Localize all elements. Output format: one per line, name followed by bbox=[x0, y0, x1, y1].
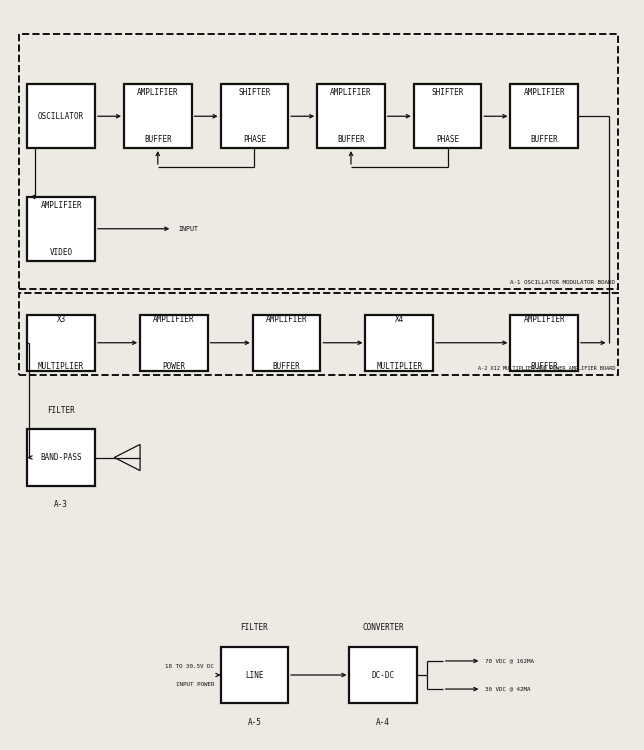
Bar bbox=[413, 85, 481, 148]
Bar bbox=[27, 429, 95, 486]
Bar bbox=[27, 85, 95, 148]
Text: BUFFER: BUFFER bbox=[530, 136, 558, 145]
Bar bbox=[510, 315, 578, 370]
Bar bbox=[317, 85, 385, 148]
Bar bbox=[220, 85, 288, 148]
Text: AMPLIFIER: AMPLIFIER bbox=[153, 314, 194, 323]
Text: CONVERTER: CONVERTER bbox=[363, 623, 404, 632]
Text: BUFFER: BUFFER bbox=[530, 362, 558, 371]
Text: MULTIPLIER: MULTIPLIER bbox=[38, 362, 84, 371]
Text: BAND-PASS: BAND-PASS bbox=[41, 453, 82, 462]
Text: VIDEO: VIDEO bbox=[50, 248, 73, 257]
Text: A-5: A-5 bbox=[247, 718, 261, 727]
Text: 18 TO 30.5V DC: 18 TO 30.5V DC bbox=[165, 664, 214, 668]
Text: AMPLIFIER: AMPLIFIER bbox=[41, 200, 82, 209]
Text: POWER: POWER bbox=[162, 362, 185, 371]
Text: BUFFER: BUFFER bbox=[144, 136, 172, 145]
Text: AMPLIFIER: AMPLIFIER bbox=[266, 314, 307, 323]
Text: X3: X3 bbox=[57, 314, 66, 323]
Text: FILTER: FILTER bbox=[240, 623, 269, 632]
Bar bbox=[27, 315, 95, 370]
Text: BUFFER: BUFFER bbox=[272, 362, 301, 371]
Text: DC-DC: DC-DC bbox=[372, 670, 395, 680]
Text: FILTER: FILTER bbox=[47, 406, 75, 415]
Bar bbox=[366, 315, 433, 370]
Bar bbox=[124, 85, 191, 148]
Text: 30 VDC @ 42MA: 30 VDC @ 42MA bbox=[484, 686, 530, 692]
Text: A-2 X12 MULTIPLIER AND POWER AMPLIFIER BOARD: A-2 X12 MULTIPLIER AND POWER AMPLIFIER B… bbox=[477, 366, 615, 371]
Text: SHIFTER: SHIFTER bbox=[238, 88, 270, 97]
Text: A-1 OSCILLATOR MODULATOR BOARD: A-1 OSCILLATOR MODULATOR BOARD bbox=[510, 280, 615, 285]
Bar bbox=[27, 197, 95, 261]
Text: SHIFTER: SHIFTER bbox=[431, 88, 464, 97]
Text: BUFFER: BUFFER bbox=[337, 136, 365, 145]
Text: MULTIPLIER: MULTIPLIER bbox=[376, 362, 422, 371]
Text: AMPLIFIER: AMPLIFIER bbox=[524, 88, 565, 97]
Bar bbox=[252, 315, 320, 370]
Bar bbox=[510, 85, 578, 148]
Text: AMPLIFIER: AMPLIFIER bbox=[137, 88, 178, 97]
Text: AMPLIFIER: AMPLIFIER bbox=[330, 88, 372, 97]
Text: 70 VDC @ 162MA: 70 VDC @ 162MA bbox=[484, 658, 534, 664]
Text: INPUT POWER: INPUT POWER bbox=[176, 682, 214, 686]
Text: X4: X4 bbox=[395, 314, 404, 323]
Text: AMPLIFIER: AMPLIFIER bbox=[524, 314, 565, 323]
Text: PHASE: PHASE bbox=[436, 136, 459, 145]
Text: OSCILLATOR: OSCILLATOR bbox=[38, 112, 84, 121]
Text: PHASE: PHASE bbox=[243, 136, 266, 145]
Bar bbox=[349, 646, 417, 704]
Bar bbox=[220, 646, 288, 704]
Text: LINE: LINE bbox=[245, 670, 263, 680]
Text: A-4: A-4 bbox=[376, 718, 390, 727]
Bar bbox=[140, 315, 207, 370]
Bar bbox=[19, 292, 618, 375]
Text: INPUT: INPUT bbox=[178, 226, 199, 232]
Text: A-3: A-3 bbox=[54, 500, 68, 509]
Bar bbox=[19, 34, 618, 289]
